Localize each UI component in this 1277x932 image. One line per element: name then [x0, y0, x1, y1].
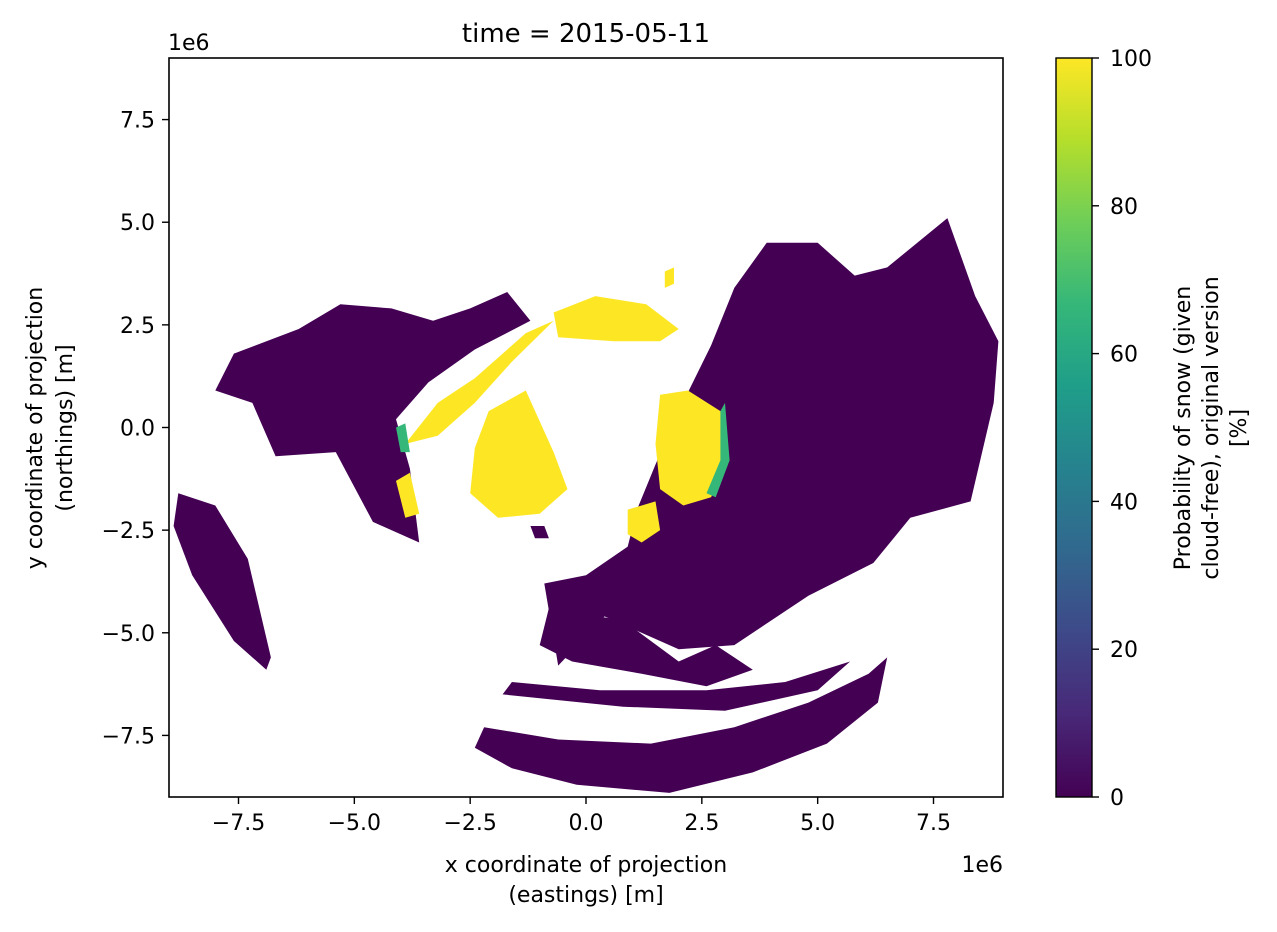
chart-title: time = 2015-05-11 — [462, 19, 710, 49]
colorbar-tick-label: 0 — [1110, 786, 1124, 811]
y-tick-label: 0.0 — [120, 417, 155, 442]
x-tick-label: 0.0 — [569, 811, 604, 836]
europe-south-land — [539, 608, 753, 687]
x-tick-label: 7.5 — [916, 811, 951, 836]
y-axis-label-line2: (northings) [m] — [53, 344, 78, 511]
colorbar-label-line3: [%] — [1227, 409, 1252, 447]
y-axis: −7.5 −5.0 −2.5 0.0 2.5 5.0 7.5 — [102, 109, 169, 749]
y-tick-label: 2.5 — [120, 314, 155, 339]
colorbar-tick-label: 20 — [1110, 638, 1138, 663]
x-axis-label-line2: (eastings) [m] — [508, 883, 663, 908]
iceland-land — [530, 526, 549, 539]
siberia-arctic-snow — [553, 296, 679, 342]
x-tick-label: 2.5 — [684, 811, 719, 836]
eurasia-land — [544, 218, 999, 666]
colorbar — [1055, 57, 1093, 798]
colorbar-tick-label: 80 — [1110, 195, 1138, 220]
colorbar-ticks: 0 20 40 60 80 100 — [1092, 47, 1152, 811]
canadian-arctic-snow — [405, 320, 554, 444]
north-america-west-land — [215, 292, 531, 543]
y-tick-label: −2.5 — [102, 519, 155, 544]
greenland-snow — [470, 390, 568, 518]
snow-map — [173, 218, 999, 793]
x-offset-label: 1e6 — [961, 853, 1003, 878]
x-axis-label-line1: x coordinate of projection — [445, 853, 727, 878]
y-tick-label: 5.0 — [120, 211, 155, 236]
svalbard-snow — [664, 267, 674, 288]
x-tick-label: −2.5 — [443, 811, 496, 836]
x-tick-label: −7.5 — [212, 811, 265, 836]
y-axis-label-line1: y coordinate of projection — [23, 287, 48, 569]
x-tick-label: −5.0 — [328, 811, 381, 836]
colorbar-label-line1: Probability of snow (given — [1171, 286, 1196, 571]
alaska-snow — [396, 472, 420, 518]
colorbar-tick-label: 100 — [1110, 47, 1152, 72]
x-axis: −7.5 −5.0 −2.5 0.0 2.5 5.0 7.5 — [212, 797, 951, 836]
x-tick-label: 5.0 — [800, 811, 835, 836]
y-tick-label: 7.5 — [120, 109, 155, 134]
colorbar-label-line2: cloud-free), original version — [1199, 276, 1224, 579]
y-tick-label: −5.0 — [102, 622, 155, 647]
colorbar-tick-label: 60 — [1110, 343, 1138, 368]
africa-arc-land — [474, 657, 888, 793]
snowline-east — [706, 402, 730, 498]
alaska-arc-land — [173, 493, 271, 670]
y-offset-label: 1e6 — [168, 31, 210, 56]
colorbar-tick-label: 40 — [1110, 490, 1138, 515]
snowline-west — [396, 423, 410, 453]
russia-north-snow — [655, 390, 730, 506]
scandinavia-snow — [627, 501, 661, 543]
north-africa-strip — [502, 661, 851, 711]
y-tick-label: −7.5 — [102, 724, 155, 749]
